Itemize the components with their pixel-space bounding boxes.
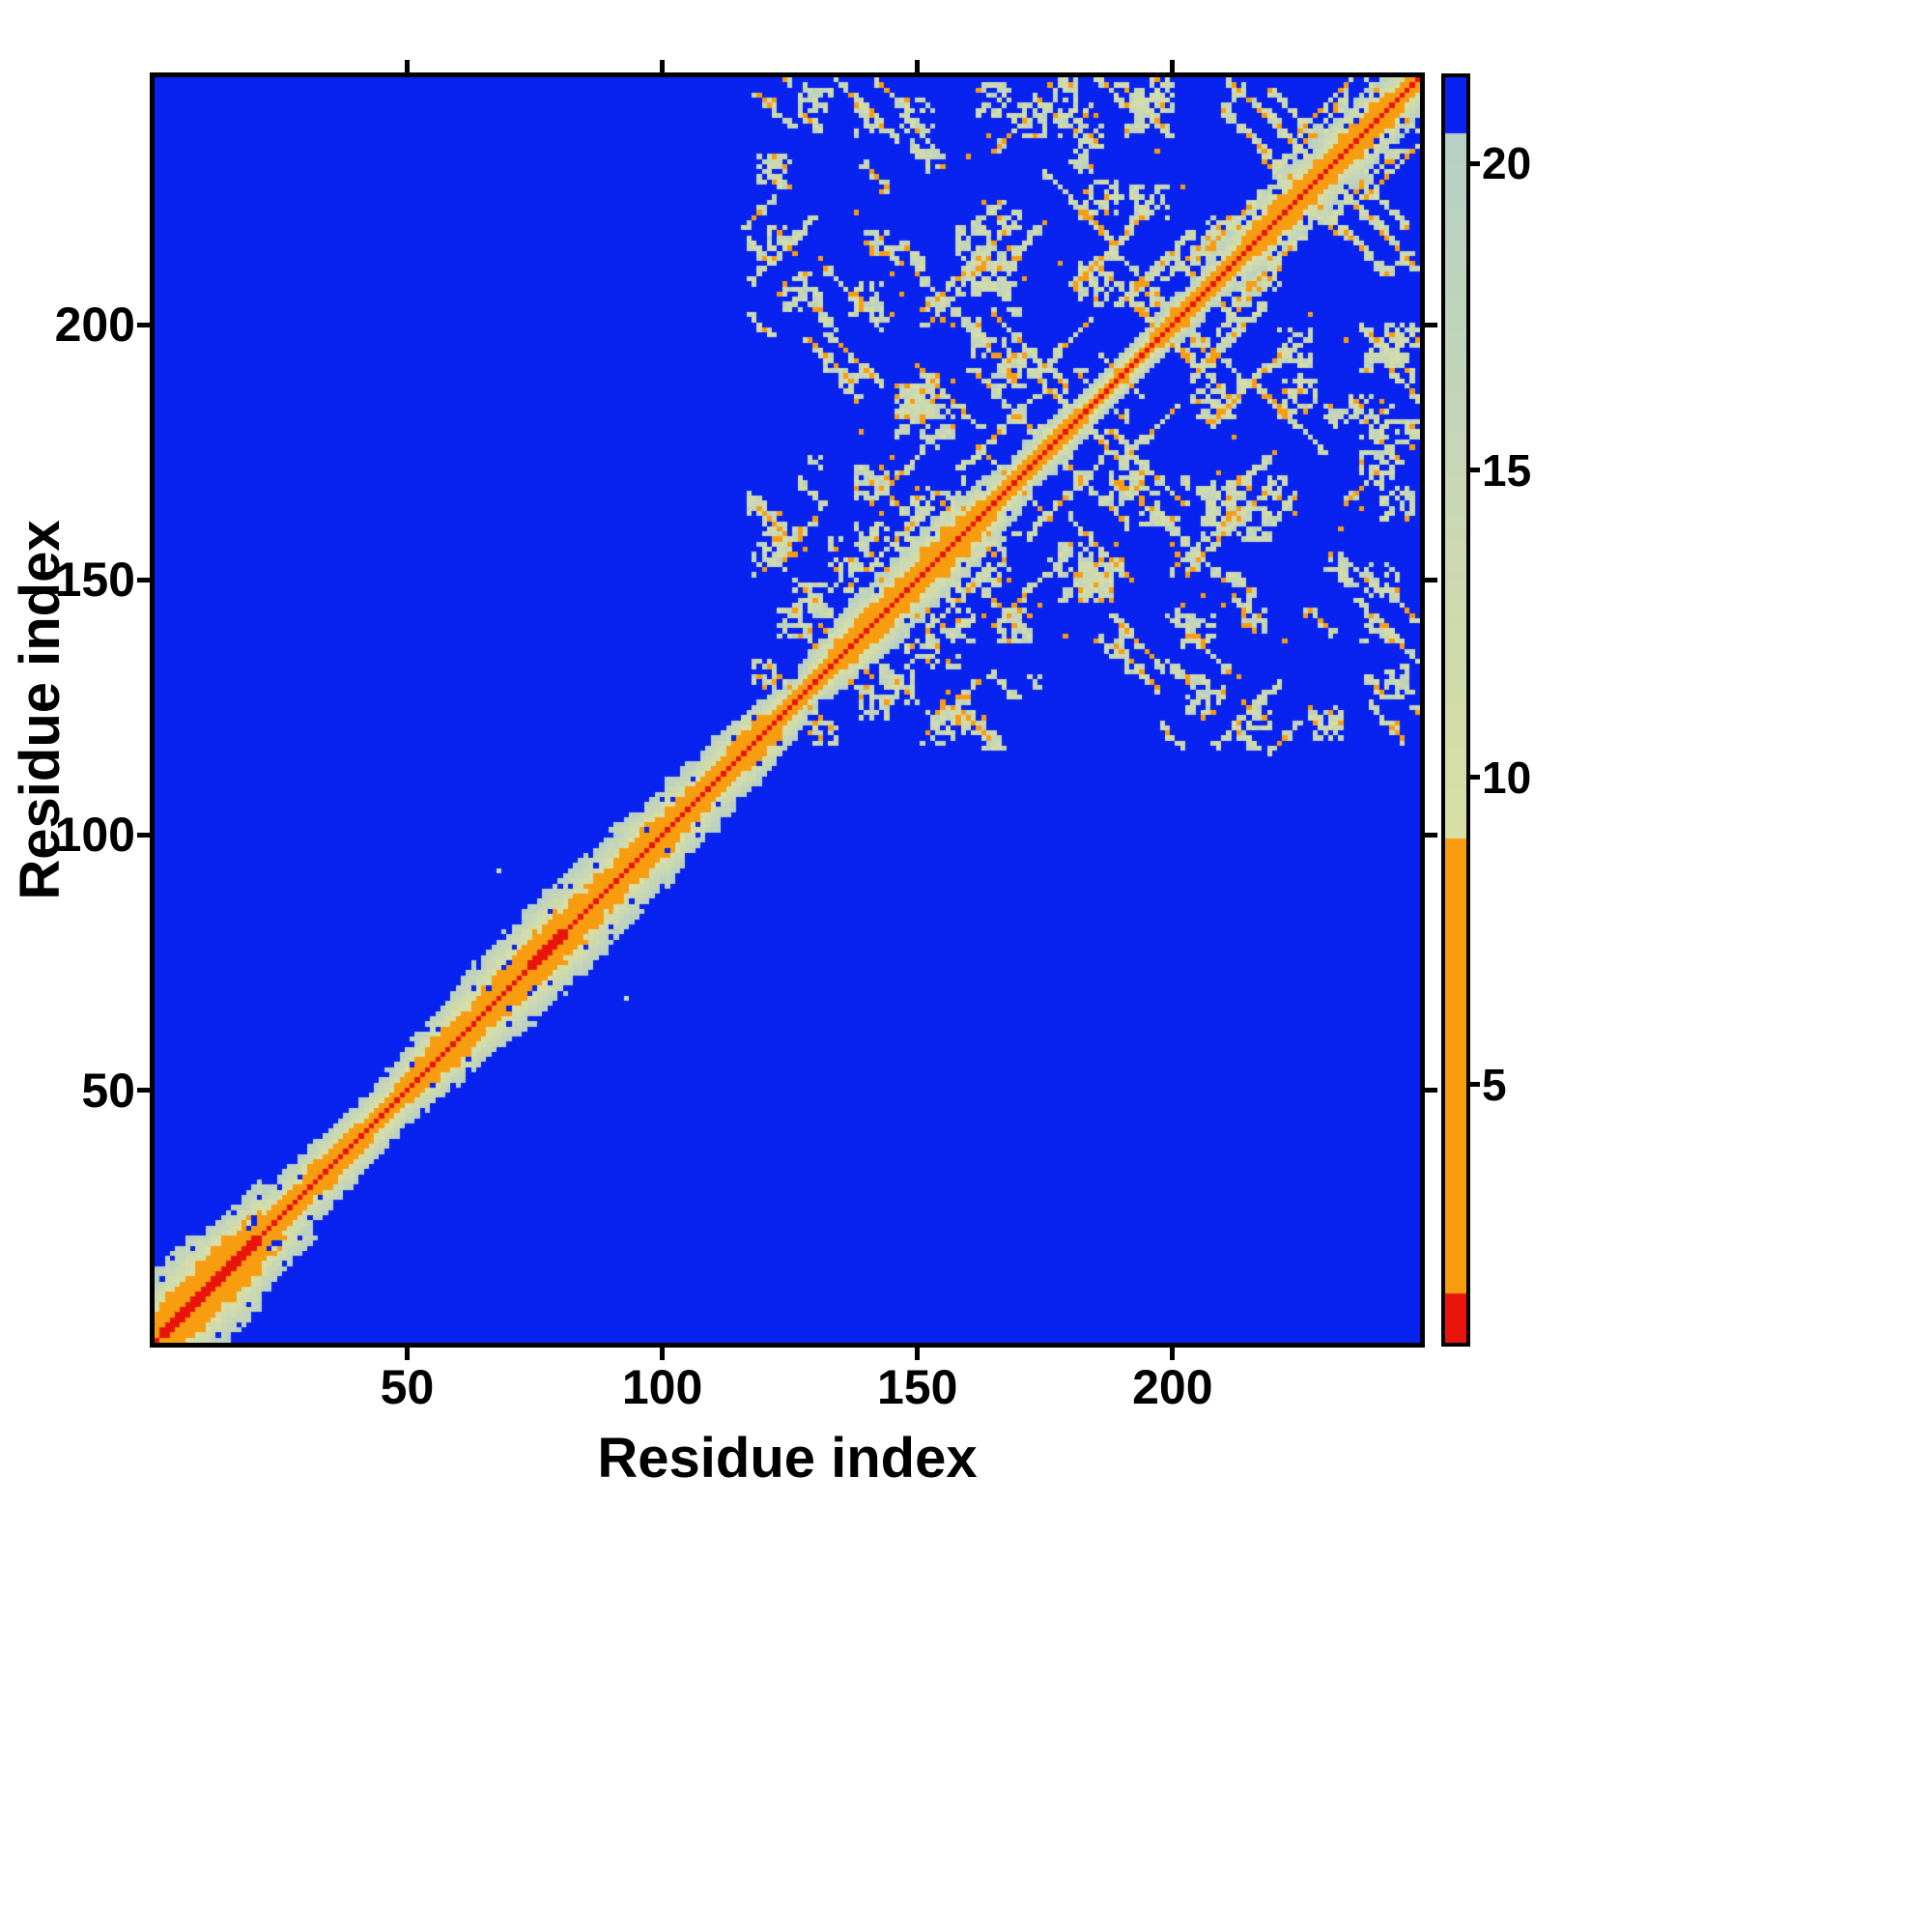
x-tick-mark-top xyxy=(915,60,921,72)
y-tick-mark xyxy=(137,577,150,582)
x-tick-label: 200 xyxy=(1132,1360,1213,1414)
x-tick-label: 50 xyxy=(380,1360,435,1414)
colorbar-frame xyxy=(1441,73,1470,1347)
x-tick-mark xyxy=(915,1348,921,1360)
y-tick-mark xyxy=(137,322,150,327)
x-tick-mark xyxy=(404,1348,410,1360)
colorbar-tick-label: 10 xyxy=(1482,752,1532,803)
y-tick-label: 150 xyxy=(54,553,135,608)
colorbar-tick-mark xyxy=(1470,468,1480,473)
x-axis-label: Residue index xyxy=(597,1427,978,1490)
y-tick-label: 100 xyxy=(54,808,135,863)
y-tick-mark xyxy=(137,832,150,838)
y-tick-mark-right xyxy=(1425,322,1437,327)
colorbar-tick-mark xyxy=(1470,160,1480,166)
x-tick-mark-top xyxy=(660,60,666,72)
x-tick-mark xyxy=(660,1348,666,1360)
x-tick-mark-top xyxy=(404,60,410,72)
y-tick-label: 200 xyxy=(54,297,135,352)
colorbar-tick-label: 5 xyxy=(1482,1059,1507,1110)
colorbar-tick-mark xyxy=(1470,1082,1480,1088)
heatmap-canvas xyxy=(155,77,1420,1343)
colorbar-tick-label: 20 xyxy=(1482,137,1532,188)
x-tick-mark-top xyxy=(1170,60,1176,72)
colorbar-tick-label: 15 xyxy=(1482,444,1532,496)
y-tick-mark-right xyxy=(1425,1088,1437,1094)
x-tick-label: 100 xyxy=(621,1360,703,1414)
colorbar-canvas xyxy=(1445,77,1466,1343)
x-tick-mark xyxy=(1170,1348,1176,1360)
colorbar-tick-mark xyxy=(1470,775,1480,781)
y-tick-mark xyxy=(137,1088,150,1094)
y-tick-mark-right xyxy=(1425,577,1437,582)
heatmap-plot-frame xyxy=(150,72,1425,1348)
x-tick-label: 150 xyxy=(876,1360,958,1414)
y-tick-mark-right xyxy=(1425,832,1437,838)
y-tick-label: 50 xyxy=(81,1063,135,1118)
